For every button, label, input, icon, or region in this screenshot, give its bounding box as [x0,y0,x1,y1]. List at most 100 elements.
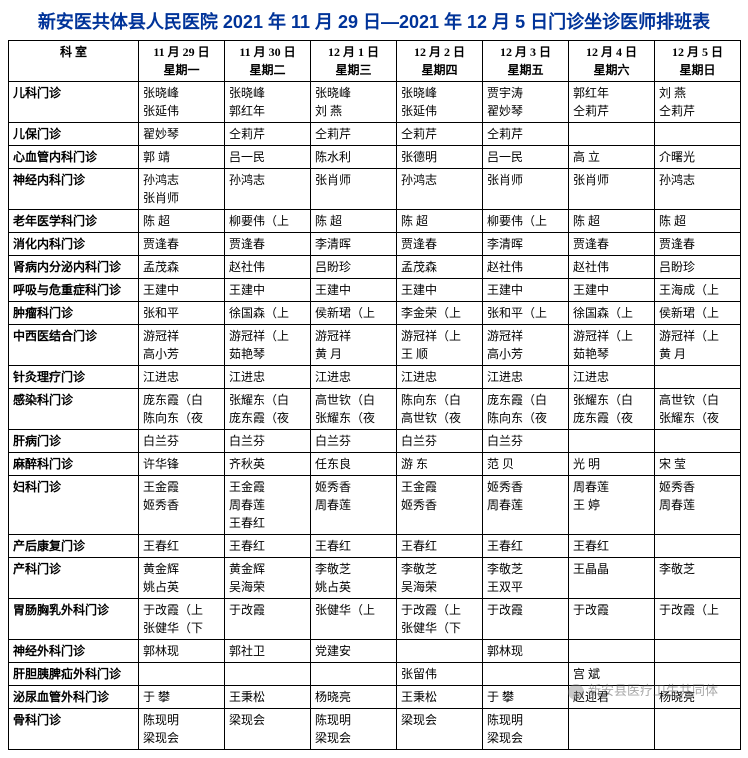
doctor-name: 吴海荣 [229,578,306,596]
doctor-name: 王建中 [573,281,650,299]
doctor-name: 杨晓亮 [659,688,736,706]
table-row: 肾病内分泌内科门诊孟茂森赵社伟吕盼珍孟茂森赵社伟赵社伟吕盼珍 [9,256,741,279]
schedule-cell: 周春莲王 婷 [569,476,655,535]
schedule-cell: 江进忠 [225,366,311,389]
doctor-name: 张肖师 [487,171,564,189]
doctor-name: 李敬芝 [315,560,392,578]
schedule-cell: 江进忠 [397,366,483,389]
dept-cell: 骨科门诊 [9,709,139,750]
schedule-cell: 于改霞（上张健华（下 [139,599,225,640]
page-title: 新安医共体县人民医院 2021 年 11 月 29 日—2021 年 12 月 … [8,8,740,34]
doctor-name: 高 立 [573,148,650,166]
doctor-name: 王 婷 [573,496,650,514]
schedule-cell: 梁现会 [225,709,311,750]
schedule-cell: 吕一民 [483,146,569,169]
doctor-name: 游冠祥（上 [659,327,736,345]
doctor-name: 庞东霞（夜 [573,409,650,427]
dept-cell: 中西医结合门诊 [9,325,139,366]
doctor-name: 张延伟 [143,102,220,120]
schedule-cell: 侯新珺（上 [655,302,741,325]
doctor-name: 党建安 [315,642,392,660]
schedule-cell: 侯新珺（上 [311,302,397,325]
doctor-name: 孙鸿志 [143,171,220,189]
doctor-name: 张肖师 [315,171,392,189]
schedule-cell: 许华锋 [139,453,225,476]
doctor-name: 光 明 [573,455,650,473]
doctor-name: 王春红 [487,537,564,555]
header-weekday: 星期五 [487,61,564,79]
doctor-name: 孙鸿志 [229,171,306,189]
header-weekday: 星期四 [401,61,478,79]
doctor-name: 王建中 [487,281,564,299]
schedule-cell: 赵迎君 [569,686,655,709]
schedule-cell: 吕一民 [225,146,311,169]
dept-cell: 肝病门诊 [9,430,139,453]
doctor-name: 于改霞（上 [143,601,220,619]
schedule-cell: 王春红 [397,535,483,558]
doctor-name: 吕一民 [487,148,564,166]
schedule-cell: 王春红 [311,535,397,558]
doctor-name: 高世钦（白 [315,391,392,409]
schedule-cell: 齐秋英 [225,453,311,476]
schedule-cell: 陈现明梁现会 [139,709,225,750]
doctor-name: 王春红 [401,537,478,555]
doctor-name: 于 攀 [487,688,564,706]
dept-cell: 肾病内分泌内科门诊 [9,256,139,279]
doctor-name: 孙鸿志 [401,171,478,189]
dept-cell: 神经内科门诊 [9,169,139,210]
doctor-name: 李敬芝 [659,560,736,578]
header-date: 12 月 4 日 [573,43,650,61]
schedule-cell: 陈 超 [311,210,397,233]
dept-cell: 胃肠胸乳外科门诊 [9,599,139,640]
schedule-cell: 江进忠 [569,366,655,389]
doctor-name: 王建中 [401,281,478,299]
doctor-name: 张耀东（夜 [315,409,392,427]
doctor-name: 郭林现 [143,642,220,660]
doctor-name: 翟妙琴 [143,125,220,143]
schedule-cell: 郭红年仝莉芹 [569,82,655,123]
schedule-cell: 赵社伟 [569,256,655,279]
doctor-name: 梁现会 [401,711,478,729]
doctor-name: 张耀东（白 [573,391,650,409]
table-row: 肝胆胰脾疝外科门诊张留伟宫 斌 [9,663,741,686]
schedule-cell: 于改霞（上 [655,599,741,640]
schedule-cell: 张和平（上 [483,302,569,325]
schedule-cell: 王建中 [311,279,397,302]
doctor-name: 陈 超 [315,212,392,230]
dept-cell: 呼吸与危重症科门诊 [9,279,139,302]
schedule-cell: 江进忠 [139,366,225,389]
doctor-name: 江进忠 [315,368,392,386]
doctor-name: 于改霞 [229,601,306,619]
header-day-1: 11 月 30 日星期二 [225,41,311,82]
doctor-name: 徐国森（上 [229,304,306,322]
header-date: 12 月 1 日 [315,43,392,61]
doctor-name: 刘 燕 [659,84,736,102]
table-row: 儿保门诊翟妙琴仝莉芹仝莉芹仝莉芹仝莉芹 [9,123,741,146]
schedule-cell: 张晓峰郭红年 [225,82,311,123]
doctor-name: 白兰芬 [315,432,392,450]
dept-cell: 消化内科门诊 [9,233,139,256]
dept-cell: 儿科门诊 [9,82,139,123]
doctor-name: 游冠祥 [487,327,564,345]
doctor-name: 仝莉芹 [573,102,650,120]
doctor-name: 张健华（下 [401,619,478,637]
table-row: 神经外科门诊郭林现郭社卫党建安郭林现 [9,640,741,663]
doctor-name: 陈现明 [143,711,220,729]
schedule-cell: 仝莉芹 [483,123,569,146]
table-row: 产后康复门诊王春红王春红王春红王春红王春红王春红 [9,535,741,558]
schedule-cell [311,663,397,686]
doctor-name: 李敬芝 [401,560,478,578]
doctor-name: 王建中 [143,281,220,299]
schedule-cell: 介曙光 [655,146,741,169]
doctor-name: 王春红 [229,514,306,532]
doctor-name: 陈向东（夜 [487,409,564,427]
doctor-name: 王春红 [573,537,650,555]
doctor-name: 于改霞（上 [659,601,736,619]
doctor-name: 徐国森（上 [573,304,650,322]
header-dept: 科 室 [9,41,139,82]
doctor-name: 白兰芬 [401,432,478,450]
doctor-name: 吕盼珍 [315,258,392,276]
doctor-name: 王秉松 [229,688,306,706]
doctor-name: 赵社伟 [487,258,564,276]
schedule-cell: 姬秀香周春莲 [311,476,397,535]
